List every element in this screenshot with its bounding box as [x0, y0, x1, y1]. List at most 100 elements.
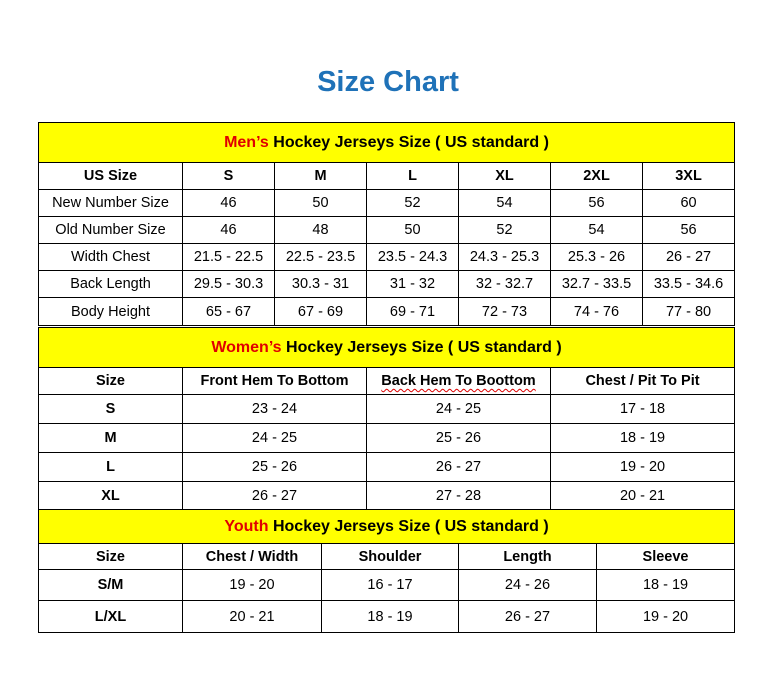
column-header-row: Size Front Hem To Bottom Back Hem To Boott… [38, 367, 736, 395]
table-cell: 26 - 27 [458, 600, 597, 633]
section-header-text: Hockey Jerseys Size ( US standard ) [268, 517, 549, 535]
column-header: Shoulder [321, 543, 459, 570]
table-row: Body Height 65 - 67 67 - 69 69 - 71 72 - 73 7… [38, 297, 736, 326]
women-section-header: Women’s Hockey Jerseys Size ( US standar… [37, 327, 736, 368]
column-header-label: Back Hem To Boottom [381, 373, 536, 389]
column-header: M [274, 162, 367, 190]
table-cell: 33.5 - 34.6 [641, 270, 736, 298]
table-cell: 25.3 - 26 [550, 243, 643, 271]
row-label: XL [38, 481, 183, 510]
column-header-label: 2XL [583, 168, 610, 184]
row-label: S [38, 394, 183, 424]
table-cell: 50 [366, 216, 459, 244]
table-cell: 24 - 25 [182, 423, 367, 453]
table-cell: 26 - 27 [366, 452, 551, 482]
section-header-highlight: Women’s [211, 338, 282, 356]
table-cell: 52 [458, 216, 551, 244]
table-cell: 18 - 19 [321, 600, 459, 633]
youth-section-header: Youth Hockey Jerseys Size ( US standard … [37, 509, 736, 544]
table-cell: 25 - 26 [182, 452, 367, 482]
row-label: New Number Size [38, 189, 183, 217]
table-cell: 21.5 - 22.5 [182, 243, 275, 271]
row-label: Width Chest [38, 243, 183, 271]
column-header-label: S [223, 168, 234, 184]
column-header-label: Shoulder [358, 548, 422, 565]
table-cell: 60 [641, 189, 736, 217]
youth-size-table: Youth Hockey Jerseys Size ( US standard … [37, 509, 736, 633]
column-header: L [366, 162, 459, 190]
column-header-label: Size [95, 373, 125, 389]
table-cell: 56 [550, 189, 643, 217]
table-cell: 46 [182, 216, 275, 244]
section-header-highlight: Youth [224, 517, 269, 535]
table-cell: 18 - 19 [549, 423, 736, 453]
table-cell: 25 - 26 [366, 423, 551, 453]
column-header-label: XL [495, 168, 514, 184]
column-header: XL [458, 162, 551, 190]
table-cell: 29.5 - 30.3 [182, 270, 275, 298]
table-cell: 24.3 - 25.3 [458, 243, 551, 271]
row-label: Old Number Size [38, 216, 183, 244]
column-header: US Size [38, 162, 183, 190]
column-header: Chest / Pit To Pit [549, 367, 736, 395]
table-row: L 25 - 26 26 - 27 19 - 20 [38, 452, 736, 482]
table-cell: 19 - 20 [549, 452, 736, 482]
column-header: Length [458, 543, 597, 570]
table-row: Back Length 29.5 - 30.3 30.3 - 31 31 - 32 32… [38, 270, 736, 298]
table-cell: 22.5 - 23.5 [274, 243, 367, 271]
table-cell: 16 - 17 [321, 569, 459, 601]
table-row: Width Chest 21.5 - 22.5 22.5 - 23.5 23.5 - … [38, 243, 736, 271]
table-cell: 52 [366, 189, 459, 217]
column-header-label: L [408, 168, 417, 184]
table-row: New Number Size 46 50 52 54 56 60 [38, 189, 736, 217]
table-row: Old Number Size 46 48 50 52 54 56 [38, 216, 736, 244]
column-header-label: Length [503, 548, 552, 565]
table-cell: 20 - 21 [549, 481, 736, 510]
table-row: XL 26 - 27 27 - 28 20 - 21 [38, 481, 736, 510]
column-header: 2XL [550, 162, 643, 190]
column-header-label: US Size [83, 168, 138, 184]
column-header-label: Front Hem To Bottom [200, 373, 349, 389]
table-cell: 31 - 32 [366, 270, 459, 298]
column-header: Size [38, 543, 183, 570]
men-section-header: Men’s Hockey Jerseys Size ( US standard … [37, 122, 736, 163]
table-cell: 24 - 25 [366, 394, 551, 424]
table-cell: 67 - 69 [274, 297, 367, 326]
table-row: S/M 19 - 20 16 - 17 24 - 26 18 - 19 [38, 569, 736, 601]
column-header-row: US Size S M L XL 2XL 3XL [38, 162, 736, 190]
women-size-table: Women’s Hockey Jerseys Size ( US standar… [37, 327, 736, 510]
table-cell: 54 [550, 216, 643, 244]
column-header: Front Hem To Bottom [182, 367, 367, 395]
column-header: Size [38, 367, 183, 395]
table-cell: 26 - 27 [182, 481, 367, 510]
table-cell: 65 - 67 [182, 297, 275, 326]
row-label: L [38, 452, 183, 482]
column-header-label: 3XL [675, 168, 702, 184]
men-size-table: Men’s Hockey Jerseys Size ( US standard … [37, 122, 736, 326]
column-header: Back Hem To Boottom [366, 367, 551, 395]
table-cell: 27 - 28 [366, 481, 551, 510]
row-label: Body Height [38, 297, 183, 326]
column-header-row: Size Chest / Width Shoulder Length Sleeve [38, 543, 736, 570]
table-cell: 54 [458, 189, 551, 217]
table-cell: 72 - 73 [458, 297, 551, 326]
table-cell: 17 - 18 [549, 394, 736, 424]
table-cell: 24 - 26 [458, 569, 597, 601]
column-header: S [182, 162, 275, 190]
table-cell: 23.5 - 24.3 [366, 243, 459, 271]
table-cell: 19 - 20 [182, 569, 322, 601]
table-row: S 23 - 24 24 - 25 17 - 18 [38, 394, 736, 424]
table-cell: 19 - 20 [595, 600, 736, 633]
table-cell: 32.7 - 33.5 [550, 270, 643, 298]
table-cell: 46 [182, 189, 275, 217]
table-cell: 48 [274, 216, 367, 244]
table-row: L/XL 20 - 21 18 - 19 26 - 27 19 - 20 [38, 600, 736, 633]
table-cell: 23 - 24 [182, 394, 367, 424]
table-cell: 50 [274, 189, 367, 217]
table-cell: 74 - 76 [550, 297, 643, 326]
column-header-label: Size [95, 548, 125, 565]
column-header-label: M [314, 168, 327, 184]
table-cell: 56 [641, 216, 736, 244]
table-cell: 20 - 21 [182, 600, 322, 633]
section-header-text: Hockey Jerseys Size ( US standard ) [268, 133, 549, 151]
